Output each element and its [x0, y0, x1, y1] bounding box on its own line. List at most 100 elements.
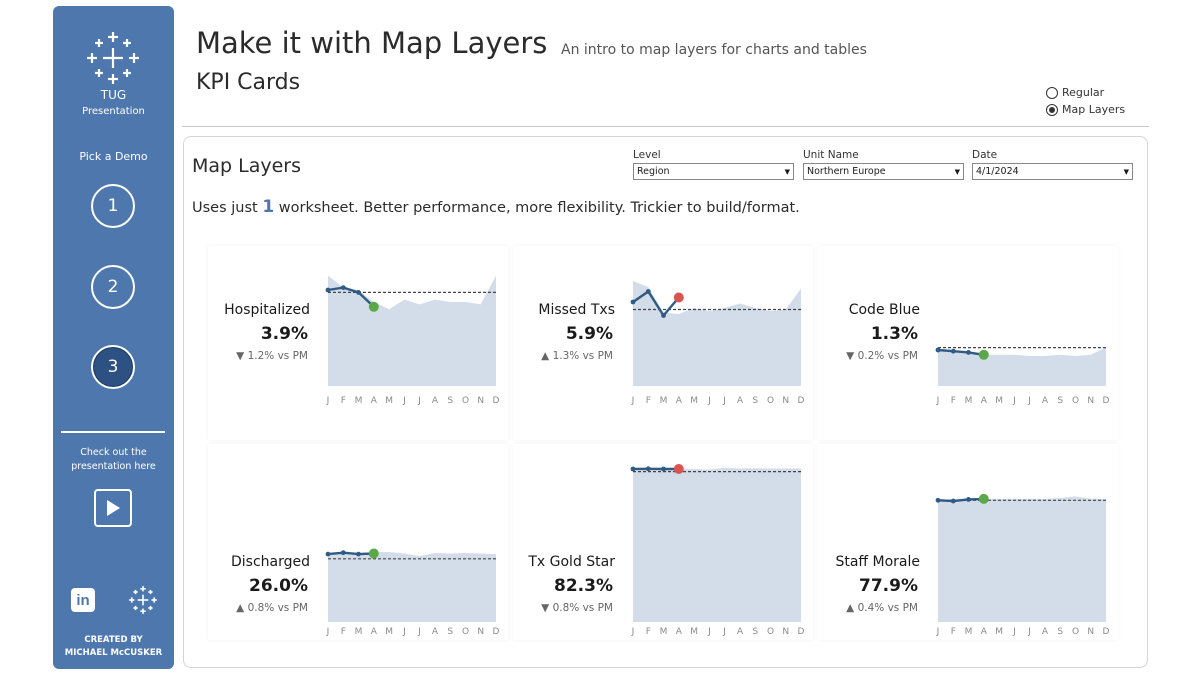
play-presentation-button[interactable]	[94, 489, 132, 527]
radio-map-layers[interactable]: Map Layers	[1046, 101, 1125, 118]
section-title: KPI Cards	[196, 70, 301, 95]
month-tick-label: A	[676, 396, 683, 406]
month-tick-label: M	[965, 396, 973, 406]
month-tick-label: A	[1042, 396, 1049, 406]
month-tick-label: J	[326, 396, 330, 406]
kpi-card: J F M A M J J A S O N D Discharged 26.0% ▲ 0.8% vs PM	[208, 444, 508, 640]
chevron-down-icon: ▼	[954, 167, 960, 176]
data-point	[356, 551, 361, 557]
month-tick-label: S	[447, 396, 453, 406]
month-tick-label: J	[1012, 627, 1016, 637]
page-title: Make it with Map Layers	[196, 26, 548, 60]
kpi-change: ▼ 0.8% vs PM	[541, 602, 613, 614]
current-year-line	[327, 551, 374, 556]
month-tick-label: N	[1087, 627, 1094, 637]
check-line-1: Check out the	[80, 447, 147, 458]
month-tick-label: A	[432, 627, 439, 637]
month-tick-label: M	[995, 396, 1003, 406]
kpi-card: J F M A M J J A S O N D Hospitalized 3.9% ▼ 1.2% vs PM	[208, 246, 508, 440]
month-tick-label: M	[965, 627, 973, 637]
check-line-2: presentation here	[71, 461, 156, 472]
current-year-line	[327, 286, 375, 308]
created-by: CREATED BY MICHAEL McCUSKER	[53, 634, 174, 660]
month-tick-label: N	[477, 396, 484, 406]
month-tick-label: F	[341, 627, 346, 637]
page-subtitle: An intro to map layers for charts and ta…	[561, 42, 867, 58]
month-tick-label: J	[326, 627, 330, 637]
sidebar: TUG Presentation Pick a Demo 1 2 3 Check…	[53, 6, 174, 669]
kpi-value: 26.0%	[249, 576, 308, 596]
month-tick-label: O	[462, 627, 469, 637]
kpi-card: J F M A M J J A S O N D Tx Gold Star 82.3% ▼ 0.8% vs P…	[513, 444, 813, 640]
month-tick-label: S	[752, 627, 758, 637]
demo-3-button[interactable]: 3	[91, 345, 135, 389]
kpi-card: J F M A M J J A S O N D Staff Morale 77.9% ▲ 0.4% vs P…	[818, 444, 1118, 640]
data-point	[935, 347, 941, 353]
demo-2-button[interactable]: 2	[91, 265, 135, 309]
month-tick-label: A	[371, 396, 378, 406]
month-tick-label: J	[417, 627, 421, 637]
month-tick-label: J	[936, 396, 940, 406]
kpi-card: J F M A M J J A S O N D Code Blue 1.3% ▼ 0.2% vs PM	[818, 246, 1118, 440]
unit-name-select-value: Northern Europe	[807, 166, 886, 177]
prior-year-area	[938, 496, 1106, 622]
kpi-name: Staff Morale	[835, 554, 920, 570]
radio-regular-dot[interactable]	[1046, 86, 1058, 99]
month-tick-label: D	[1103, 627, 1110, 637]
date-select[interactable]: 4/1/2024 ▼	[972, 163, 1133, 180]
check-presentation-label: Check out the presentation here	[53, 446, 174, 474]
level-select[interactable]: Region ▼	[633, 163, 794, 180]
tableau-logo-icon	[87, 32, 139, 84]
date-select-value: 4/1/2024	[976, 166, 1019, 177]
month-tick-label: M	[385, 396, 393, 406]
month-tick-label: J	[631, 396, 635, 406]
radio-regular[interactable]: Regular	[1046, 84, 1125, 101]
kpi-change: ▲ 1.3% vs PM	[541, 350, 613, 362]
month-tick-label: N	[782, 396, 789, 406]
author-name: MICHAEL McCUSKER	[64, 648, 163, 658]
panel-title: Map Layers	[192, 155, 302, 177]
prior-year-area	[938, 347, 1106, 386]
radio-regular-label: Regular	[1062, 86, 1105, 99]
month-tick-label: F	[951, 627, 956, 637]
prior-year-area	[633, 467, 801, 622]
radio-map-layers-dot[interactable]	[1046, 103, 1058, 116]
current-month-point	[673, 292, 684, 303]
data-point	[661, 313, 666, 318]
month-tick-label: J	[722, 627, 726, 637]
kpi-name: Hospitalized	[224, 302, 310, 318]
current-year-line	[937, 348, 984, 356]
unit-name-filter: Unit Name Northern Europe ▼	[803, 149, 964, 180]
data-point	[645, 466, 651, 472]
month-tick-label: J	[1027, 627, 1031, 637]
current-month-point	[673, 464, 684, 474]
month-tick-label: F	[646, 396, 651, 406]
month-tick-label: J	[707, 396, 711, 406]
unit-name-select[interactable]: Northern Europe ▼	[803, 163, 964, 180]
data-point	[935, 497, 941, 503]
date-filter: Date 4/1/2024 ▼	[972, 149, 1133, 180]
demo-1-button[interactable]: 1	[91, 184, 135, 228]
linkedin-icon[interactable]: in	[71, 588, 95, 612]
data-point	[661, 466, 666, 472]
month-tick-label: F	[646, 627, 651, 637]
month-tick-label: A	[676, 627, 683, 637]
kpi-name: Tx Gold Star	[528, 554, 615, 570]
month-tick-label: S	[447, 627, 453, 637]
prior-year-area	[328, 552, 496, 622]
month-tick-label: D	[798, 627, 805, 637]
month-tick-label: O	[767, 627, 774, 637]
month-tick-label: J	[722, 396, 726, 406]
month-tick-label: A	[981, 627, 988, 637]
kpi-change: ▲ 0.8% vs PM	[236, 602, 308, 614]
kpi-value: 3.9%	[260, 324, 308, 344]
data-point	[325, 287, 331, 293]
data-point	[645, 289, 651, 294]
month-tick-label: D	[493, 627, 500, 637]
kpi-change: ▼ 0.2% vs PM	[846, 350, 918, 362]
tableau-public-icon[interactable]	[127, 584, 159, 616]
kpi-value: 82.3%	[554, 576, 613, 596]
level-select-value: Region	[637, 166, 670, 177]
